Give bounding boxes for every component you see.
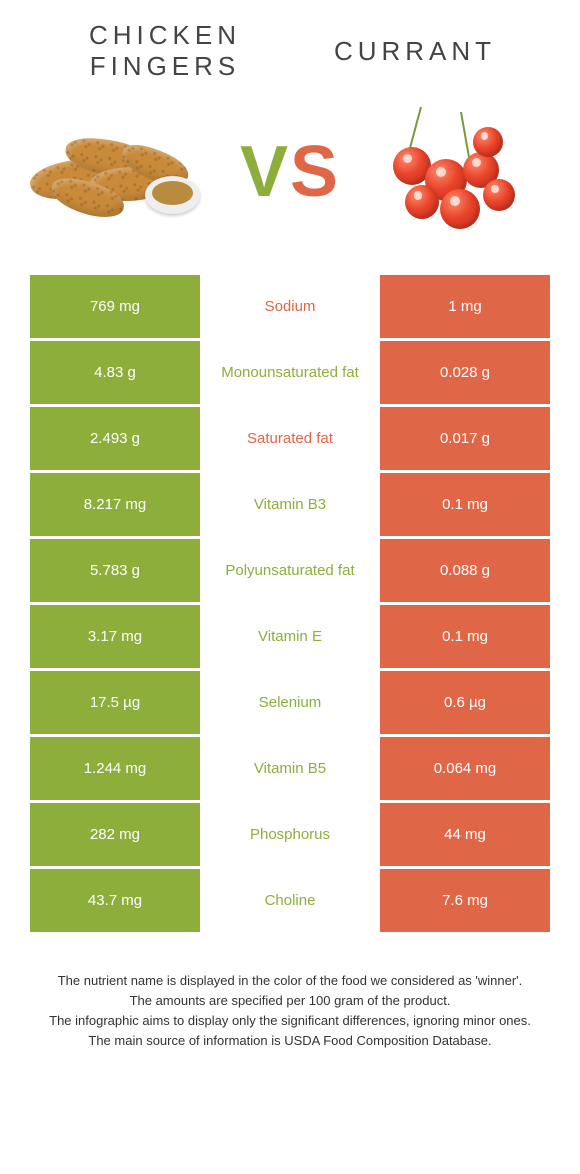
nutrient-table: 769 mgSodium1 mg4.83 gMonounsaturated fa… [30, 272, 550, 935]
footnote-line: The infographic aims to display only the… [35, 1011, 545, 1031]
table-row: 43.7 mgCholine7.6 mg [30, 869, 550, 932]
left-value: 1.244 mg [30, 737, 200, 800]
right-food-title: CURRANT [290, 36, 540, 67]
right-food-image [350, 102, 550, 242]
left-food-image [30, 102, 230, 242]
nutrient-name: Saturated fat [200, 407, 380, 470]
table-row: 2.493 gSaturated fat0.017 g [30, 407, 550, 470]
nutrient-name: Phosphorus [200, 803, 380, 866]
table-row: 769 mgSodium1 mg [30, 275, 550, 338]
right-value: 0.088 g [380, 539, 550, 602]
left-value: 4.83 g [30, 341, 200, 404]
left-value: 5.783 g [30, 539, 200, 602]
vs-label: VS [240, 136, 340, 208]
left-value: 3.17 mg [30, 605, 200, 668]
table-row: 5.783 gPolyunsaturated fat0.088 g [30, 539, 550, 602]
left-value: 17.5 µg [30, 671, 200, 734]
nutrient-table-body: 769 mgSodium1 mg4.83 gMonounsaturated fa… [30, 275, 550, 932]
nutrient-name: Vitamin E [200, 605, 380, 668]
left-value: 282 mg [30, 803, 200, 866]
table-row: 1.244 mgVitamin B50.064 mg [30, 737, 550, 800]
right-value: 0.064 mg [380, 737, 550, 800]
right-value: 44 mg [380, 803, 550, 866]
right-value: 1 mg [380, 275, 550, 338]
nutrient-name: Vitamin B3 [200, 473, 380, 536]
footnote-line: The main source of information is USDA F… [35, 1031, 545, 1051]
nutrient-name: Monounsaturated fat [200, 341, 380, 404]
nutrient-name: Polyunsaturated fat [200, 539, 380, 602]
table-row: 8.217 mgVitamin B30.1 mg [30, 473, 550, 536]
right-value: 0.017 g [380, 407, 550, 470]
right-value: 7.6 mg [380, 869, 550, 932]
left-value: 2.493 g [30, 407, 200, 470]
left-value: 769 mg [30, 275, 200, 338]
nutrient-name: Choline [200, 869, 380, 932]
table-row: 17.5 µgSelenium0.6 µg [30, 671, 550, 734]
table-row: 282 mgPhosphorus44 mg [30, 803, 550, 866]
nutrient-name: Sodium [200, 275, 380, 338]
nutrient-name: Vitamin B5 [200, 737, 380, 800]
left-value: 43.7 mg [30, 869, 200, 932]
right-value: 0.6 µg [380, 671, 550, 734]
right-value: 0.028 g [380, 341, 550, 404]
footnote-line: The nutrient name is displayed in the co… [35, 971, 545, 991]
dip-cup [145, 176, 200, 214]
table-row: 3.17 mgVitamin E0.1 mg [30, 605, 550, 668]
hero-row: VS [0, 102, 580, 242]
nutrient-name: Selenium [200, 671, 380, 734]
right-value: 0.1 mg [380, 473, 550, 536]
footnote-line: The amounts are specified per 100 gram o… [35, 991, 545, 1011]
table-row: 4.83 gMonounsaturated fat0.028 g [30, 341, 550, 404]
footnotes: The nutrient name is displayed in the co… [35, 971, 545, 1052]
title-row: CHICKEN FINGERS CURRANT [0, 20, 580, 82]
right-value: 0.1 mg [380, 605, 550, 668]
left-value: 8.217 mg [30, 473, 200, 536]
currant-illustration [365, 107, 535, 237]
chicken-fingers-illustration [30, 112, 230, 232]
left-food-title: CHICKEN FINGERS [40, 20, 290, 82]
infographic: CHICKEN FINGERS CURRANT VS [0, 0, 580, 1102]
